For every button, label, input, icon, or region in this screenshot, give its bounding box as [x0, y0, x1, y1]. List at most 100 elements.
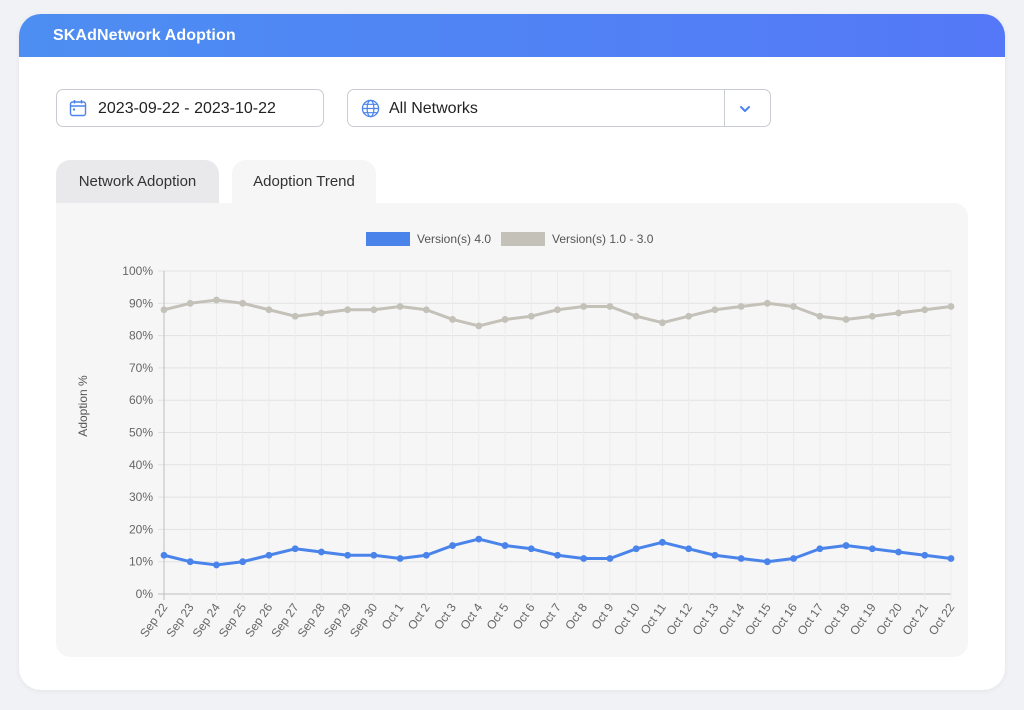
- data-point[interactable]: [606, 555, 614, 562]
- data-point[interactable]: [160, 551, 168, 559]
- legend-swatch[interactable]: [366, 232, 410, 246]
- calendar-icon: [69, 100, 87, 117]
- select-divider: [724, 90, 725, 126]
- x-tick-label: Oct 14: [716, 600, 748, 637]
- data-point[interactable]: [449, 316, 456, 323]
- data-point[interactable]: [659, 538, 666, 546]
- data-point[interactable]: [554, 306, 561, 314]
- data-point[interactable]: [527, 312, 535, 320]
- data-point[interactable]: [816, 312, 824, 320]
- data-point[interactable]: [501, 542, 509, 549]
- data-point[interactable]: [895, 548, 902, 556]
- data-point[interactable]: [685, 312, 693, 320]
- y-tick-label: 100%: [122, 264, 153, 278]
- data-point[interactable]: [632, 545, 640, 553]
- y-axis-label: Adoption %: [76, 375, 90, 437]
- x-tick-label: Oct 1: [379, 600, 407, 632]
- data-point[interactable]: [344, 306, 352, 314]
- data-point[interactable]: [711, 551, 719, 559]
- data-point[interactable]: [580, 555, 588, 562]
- adoption-trend-chart: 0% 10% 20% 30% 40% 50% 60% 70% 80% 90% 100% Sep 22…: [76, 232, 958, 640]
- data-point[interactable]: [396, 555, 404, 562]
- data-point[interactable]: [554, 551, 561, 559]
- data-point[interactable]: [475, 535, 483, 543]
- data-point[interactable]: [422, 551, 430, 559]
- x-tick-label: Oct 8: [562, 600, 590, 632]
- y-tick-label: 90%: [129, 296, 153, 310]
- data-point[interactable]: [501, 316, 509, 323]
- data-point[interactable]: [921, 551, 929, 559]
- data-point[interactable]: [947, 555, 955, 562]
- data-point[interactable]: [475, 322, 483, 330]
- tab-network-adoption[interactable]: Network Adoption: [56, 160, 219, 203]
- x-tick-label: Sep 30: [347, 600, 380, 639]
- data-point[interactable]: [239, 558, 247, 566]
- x-tick-label: Oct 10: [611, 600, 643, 637]
- data-point[interactable]: [265, 551, 273, 559]
- x-tick-label: Oct 5: [484, 600, 512, 632]
- x-tick-label: Oct 19: [847, 600, 879, 637]
- y-tick-labels: 0% 10% 20% 30% 40% 50% 60% 70% 80% 90% 100%: [122, 264, 153, 601]
- y-tick-label: 70%: [129, 361, 153, 375]
- chart-series: [160, 296, 955, 569]
- data-point[interactable]: [527, 545, 535, 553]
- data-point[interactable]: [737, 303, 745, 310]
- y-tick-label: 20%: [129, 522, 153, 536]
- y-tick-label: 40%: [129, 458, 153, 472]
- data-point[interactable]: [790, 303, 797, 310]
- legend-label[interactable]: Version(s) 4.0: [417, 232, 491, 246]
- date-range-picker[interactable]: 2023-09-22 - 2023-10-22: [56, 89, 324, 127]
- x-tick-label: Oct 20: [873, 600, 905, 637]
- tab-adoption-trend[interactable]: Adoption Trend: [232, 160, 376, 203]
- data-point[interactable]: [763, 558, 771, 566]
- data-point[interactable]: [711, 306, 719, 314]
- network-select[interactable]: All Networks: [347, 89, 771, 127]
- data-point[interactable]: [790, 555, 797, 562]
- data-point[interactable]: [422, 306, 430, 314]
- data-point[interactable]: [344, 551, 352, 559]
- data-point[interactable]: [186, 558, 194, 566]
- data-point[interactable]: [213, 561, 220, 569]
- data-point[interactable]: [685, 545, 693, 553]
- data-point[interactable]: [868, 545, 876, 553]
- data-point[interactable]: [291, 312, 299, 320]
- data-point[interactable]: [160, 306, 168, 314]
- data-point[interactable]: [370, 306, 378, 314]
- x-tick-label: Oct 7: [536, 600, 564, 632]
- data-point[interactable]: [318, 309, 325, 317]
- data-point[interactable]: [449, 542, 456, 549]
- data-point[interactable]: [239, 299, 247, 307]
- data-point[interactable]: [632, 312, 640, 320]
- data-point[interactable]: [606, 303, 614, 310]
- data-point[interactable]: [763, 299, 771, 307]
- legend-label[interactable]: Version(s) 1.0 - 3.0: [552, 232, 654, 246]
- data-point[interactable]: [396, 303, 404, 310]
- x-tick-label: Oct 16: [768, 600, 800, 637]
- data-point[interactable]: [842, 542, 850, 549]
- data-point[interactable]: [947, 303, 955, 310]
- data-point[interactable]: [921, 306, 929, 314]
- data-point[interactable]: [291, 545, 299, 553]
- chevron-down-icon[interactable]: [738, 102, 752, 116]
- data-point[interactable]: [265, 306, 273, 314]
- data-point[interactable]: [186, 299, 194, 307]
- date-range-value: 2023-09-22 - 2023-10-22: [98, 100, 276, 117]
- data-point[interactable]: [737, 555, 745, 562]
- data-point[interactable]: [318, 548, 325, 556]
- data-point[interactable]: [659, 319, 666, 327]
- data-point[interactable]: [213, 296, 220, 304]
- data-point[interactable]: [895, 309, 902, 317]
- x-tick-label: Oct 15: [742, 600, 774, 637]
- legend-swatch[interactable]: [501, 232, 545, 246]
- globe-icon: [361, 99, 380, 118]
- data-point[interactable]: [816, 545, 824, 553]
- data-point[interactable]: [868, 312, 876, 320]
- data-point[interactable]: [842, 316, 850, 323]
- x-tick-label: Oct 13: [690, 600, 722, 637]
- x-tick-label: Oct 17: [795, 600, 827, 637]
- data-point[interactable]: [580, 303, 588, 310]
- y-tick-label: 30%: [129, 490, 153, 504]
- data-point[interactable]: [370, 551, 378, 559]
- adoption-card: SKAdNetwork Adoption 2023-09-22 - 2023-1…: [19, 14, 1005, 690]
